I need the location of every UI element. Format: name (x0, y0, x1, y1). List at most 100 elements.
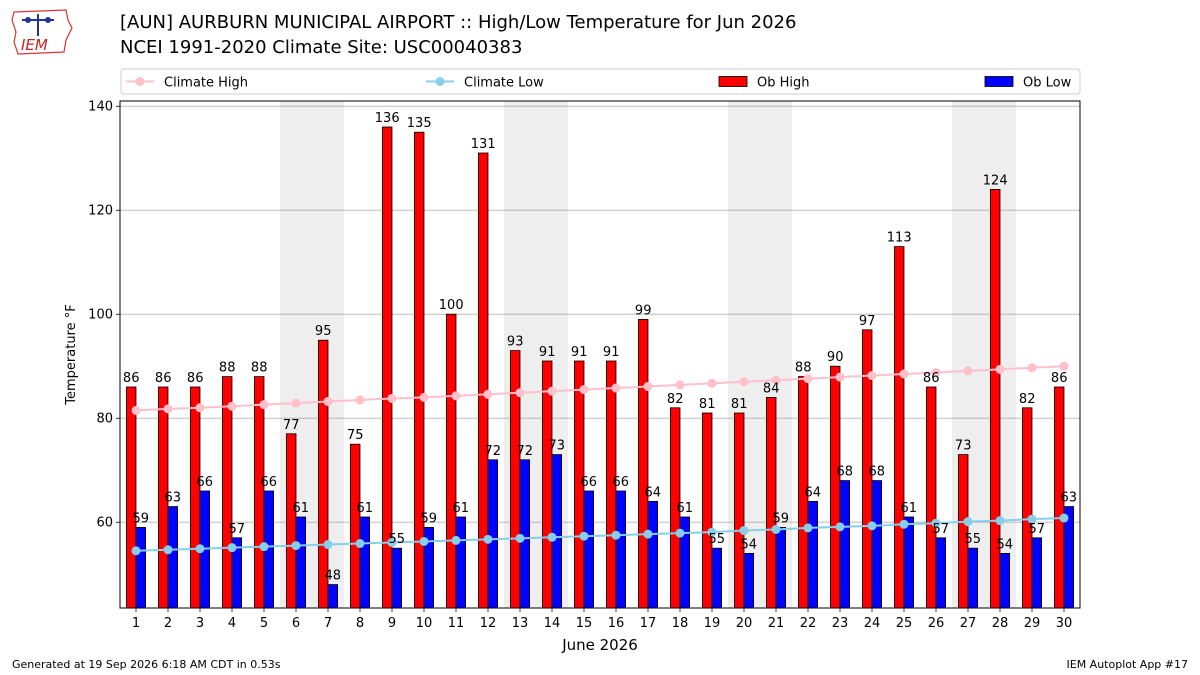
ob-low-label: 72 (485, 444, 502, 459)
ob-high-label: 86 (923, 371, 940, 386)
ob-high-bar (766, 396, 777, 609)
climate-low-point (707, 527, 717, 537)
climate-low-point (931, 518, 941, 528)
x-tick-label: 26 (928, 616, 945, 631)
x-tick-label: 15 (576, 616, 593, 631)
climate-low-point (387, 537, 397, 547)
chart-title: [AUN] AURBURN MUNICIPAL AIRPORT :: High/… (120, 12, 797, 33)
climate-low-point (675, 528, 685, 538)
ob-high-label: 136 (375, 111, 400, 126)
ob-low-label: 61 (901, 501, 918, 516)
ob-low-bar (295, 516, 307, 609)
climate-high-point (867, 371, 877, 381)
climate-high-point (931, 367, 941, 377)
ob-low-label: 59 (421, 511, 438, 526)
climate-high-point (547, 386, 557, 396)
x-tick-label: 14 (544, 616, 561, 631)
ob-low-bar (551, 454, 563, 609)
ob-low-label: 48 (325, 569, 342, 584)
climate-low-point (899, 519, 909, 529)
footer-generated: Generated at 19 Sep 2026 6:18 AM CDT in … (12, 658, 281, 671)
ob-low-bar (327, 584, 339, 609)
legend-ob-high-label: Ob High (757, 76, 810, 91)
x-tick-label: 17 (640, 616, 657, 631)
ob-high-label: 124 (983, 173, 1008, 188)
ob-high-label: 86 (187, 371, 204, 386)
climate-low-point (547, 532, 557, 542)
climate-high-point (195, 403, 205, 413)
y-axis-title: Temperature °F (64, 304, 79, 405)
climate-low-point (803, 523, 813, 533)
ob-high-label: 84 (763, 381, 780, 396)
x-tick-label: 19 (704, 616, 721, 631)
x-tick-label: 29 (1024, 616, 1041, 631)
ob-low-bar (743, 553, 755, 609)
ob-high-bar (734, 412, 745, 609)
ob-low-bar (167, 506, 179, 609)
ob-low-bar (967, 547, 979, 609)
climate-low-point (483, 534, 493, 544)
ob-low-label: 68 (837, 465, 854, 480)
x-tick-label: 16 (608, 616, 625, 631)
legend-ob-low-swatch (984, 76, 1014, 87)
x-tick-label: 9 (388, 616, 396, 631)
ob-high-label: 86 (123, 371, 140, 386)
ob-high-label: 95 (315, 324, 332, 339)
climate-low-point (611, 530, 621, 540)
x-tick-label: 28 (992, 616, 1009, 631)
ob-low-bar (1031, 537, 1043, 609)
climate-high-point (995, 364, 1005, 374)
ob-low-bar (935, 537, 947, 609)
climate-low-point (131, 546, 141, 556)
x-tick-label: 1 (132, 616, 140, 631)
ob-low-bar (615, 490, 627, 609)
climate-high-point (227, 401, 237, 411)
ob-low-label: 68 (869, 465, 886, 480)
ob-high-label: 93 (507, 335, 524, 350)
x-tick-label: 11 (448, 616, 465, 631)
ob-low-bar (391, 547, 403, 609)
climate-high-point (387, 393, 397, 403)
ob-high-label: 75 (347, 428, 364, 443)
x-tick-label: 3 (196, 616, 204, 631)
climate-high-point (675, 380, 685, 390)
ob-high-bar (189, 386, 201, 609)
climate-high-point (1059, 361, 1069, 371)
ob-high-bar (638, 318, 649, 609)
ob-high-label: 81 (731, 397, 748, 412)
climate-high-point (643, 381, 653, 391)
climate-low-point (995, 516, 1005, 526)
ob-low-label: 66 (197, 475, 214, 490)
ob-high-label: 90 (827, 350, 844, 365)
logo-text: IEM (21, 36, 48, 54)
ob-high-label: 88 (795, 361, 812, 376)
x-tick-label: 24 (864, 616, 881, 631)
x-tick-label: 4 (228, 616, 236, 631)
climate-low-point (739, 526, 749, 536)
ob-high-bar (1022, 407, 1033, 609)
chart-subtitle: NCEI 1991-2020 Climate Site: USC00040383 (120, 37, 523, 58)
climate-low-point (835, 522, 845, 532)
x-tick-label: 18 (672, 616, 689, 631)
ob-low-bar (999, 553, 1011, 609)
iem-logo: IEM (8, 6, 74, 62)
ob-high-label: 82 (1019, 392, 1036, 407)
ob-high-bar (349, 443, 361, 609)
x-tick-label: 20 (736, 616, 753, 631)
ob-low-label: 54 (741, 537, 758, 552)
ob-high-label: 100 (439, 298, 464, 313)
x-tick-label: 21 (768, 616, 785, 631)
ob-low-label: 57 (1029, 522, 1046, 537)
ob-high-label: 97 (859, 314, 876, 329)
y-tick-label: 80 (96, 412, 113, 427)
ob-high-bar (413, 131, 425, 609)
x-tick-label: 23 (832, 616, 849, 631)
climate-low-point (163, 545, 173, 555)
ob-low-label: 64 (645, 485, 662, 500)
ob-high-label: 88 (219, 361, 236, 376)
climate-low-point (291, 541, 301, 551)
climate-high-point (291, 398, 301, 408)
ob-low-label: 59 (773, 511, 790, 526)
ob-low-label: 55 (709, 532, 726, 547)
